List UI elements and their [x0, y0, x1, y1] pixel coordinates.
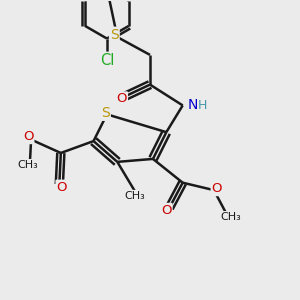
Text: CH₃: CH₃ — [124, 191, 145, 201]
Text: N: N — [188, 98, 198, 112]
Text: H: H — [198, 99, 208, 112]
Text: S: S — [101, 106, 110, 120]
Text: O: O — [161, 204, 172, 217]
Text: O: O — [212, 182, 222, 195]
Text: O: O — [116, 92, 127, 105]
Text: O: O — [56, 181, 67, 194]
Text: O: O — [23, 130, 33, 143]
Text: S: S — [110, 28, 119, 42]
Text: CH₃: CH₃ — [18, 160, 38, 170]
Text: Cl: Cl — [100, 53, 114, 68]
Text: CH₃: CH₃ — [220, 212, 241, 222]
